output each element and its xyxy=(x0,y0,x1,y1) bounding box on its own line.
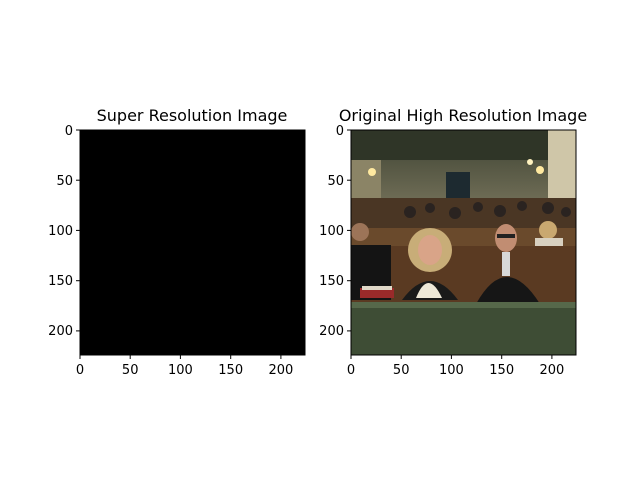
church-photo xyxy=(351,130,576,355)
x-tick-label: 200 xyxy=(268,363,293,378)
woman-scarf xyxy=(416,283,442,298)
y-tick-label: 50 xyxy=(56,174,73,189)
x-tick-label: 0 xyxy=(347,363,355,378)
foreground-pew xyxy=(351,302,576,355)
man-glasses xyxy=(497,234,515,238)
y-tick-label: 0 xyxy=(336,124,344,139)
x-tick-label: 200 xyxy=(539,363,564,378)
super-resolution-image xyxy=(80,130,305,355)
lamp xyxy=(368,168,376,176)
y-tick-label: 100 xyxy=(48,224,73,239)
x-tick-label: 150 xyxy=(489,363,514,378)
y-tick-label: 0 xyxy=(65,124,73,139)
back-pews xyxy=(351,198,576,228)
x-axis: 0 50 100 150 200 xyxy=(76,355,293,378)
x-tick-label: 100 xyxy=(439,363,464,378)
lamp xyxy=(536,166,544,174)
doorway xyxy=(446,172,470,202)
y-tick-label: 200 xyxy=(319,324,344,339)
axes-frame xyxy=(350,129,577,356)
book-pages xyxy=(362,286,392,290)
book xyxy=(360,288,394,298)
person-shirt xyxy=(535,238,563,248)
y-axis: 0 50 100 150 200 xyxy=(48,124,80,339)
axes-frame xyxy=(79,129,306,356)
ceiling xyxy=(351,130,576,160)
man-body xyxy=(476,277,540,304)
y-tick-label: 150 xyxy=(48,274,73,289)
panel-title: Super Resolution Image xyxy=(97,106,288,125)
x-axis: 0 50 100 150 200 xyxy=(347,355,564,378)
x-tick-label: 150 xyxy=(218,363,243,378)
panel-title: Original High Resolution Image xyxy=(339,106,587,125)
y-tick-label: 150 xyxy=(319,274,344,289)
lamp xyxy=(527,159,533,165)
pew-rail xyxy=(351,302,576,308)
person-head xyxy=(351,223,369,241)
congregation-back xyxy=(404,201,571,219)
left-wall-panel xyxy=(351,160,381,200)
y-tick-label: 200 xyxy=(48,324,73,339)
x-tick-label: 100 xyxy=(168,363,193,378)
panel-original-high-resolution: Original High Resolution Image xyxy=(319,106,587,378)
middle-pew xyxy=(351,228,576,246)
man-scarf xyxy=(502,252,510,276)
person-blonde-back xyxy=(539,221,557,239)
x-tick-label: 0 xyxy=(76,363,84,378)
y-tick-label: 100 xyxy=(319,224,344,239)
x-tick-label: 50 xyxy=(393,363,410,378)
y-axis: 0 50 100 150 200 xyxy=(319,124,351,339)
panel-super-resolution: Super Resolution Image 0 50 100 150 200 … xyxy=(48,106,306,378)
y-tick-label: 50 xyxy=(327,174,344,189)
pillar xyxy=(548,130,576,205)
woman-face xyxy=(418,235,442,265)
x-tick-label: 50 xyxy=(122,363,139,378)
